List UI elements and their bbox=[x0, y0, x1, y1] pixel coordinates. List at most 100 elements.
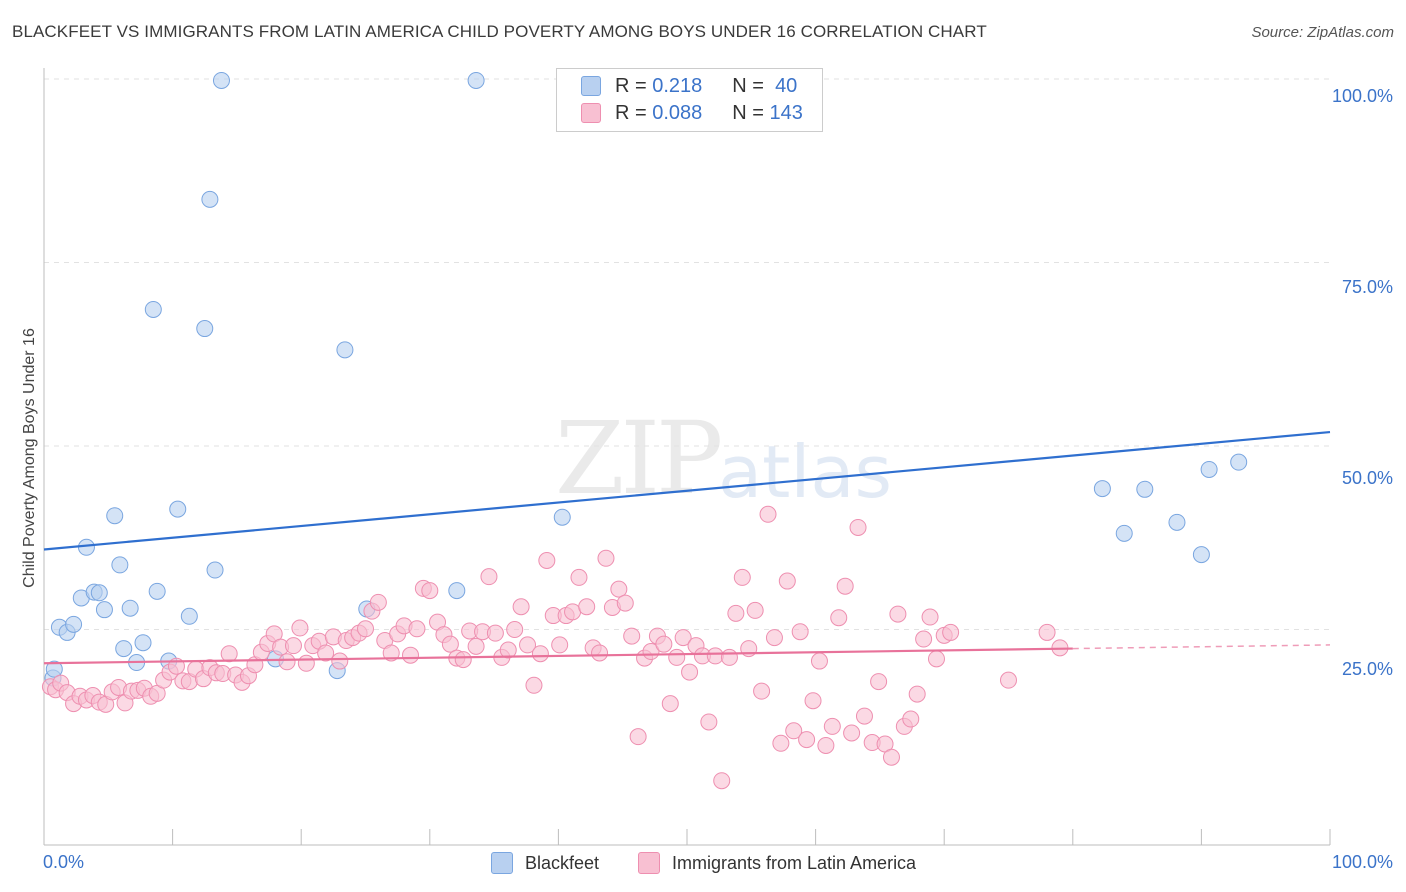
immigrants-point bbox=[927, 650, 945, 668]
blackfeet-point bbox=[148, 582, 166, 600]
immigrants-point bbox=[942, 623, 960, 641]
immigrants-point bbox=[408, 620, 426, 638]
blackfeet-point bbox=[196, 320, 214, 338]
immigrants-point bbox=[486, 624, 504, 642]
immigrants-point bbox=[791, 623, 809, 641]
immigrants-point bbox=[538, 552, 556, 570]
immigrants-point bbox=[578, 598, 596, 616]
blackfeet-point bbox=[212, 71, 230, 89]
legend-row-immigrants: R = 0.088 N = 143 bbox=[581, 102, 803, 124]
immigrants-point bbox=[882, 748, 900, 766]
immigrants-point bbox=[908, 685, 926, 703]
legend-swatch bbox=[491, 852, 513, 874]
series-legend: Blackfeet Immigrants from Latin America bbox=[0, 852, 1406, 876]
immigrants-point bbox=[421, 582, 439, 600]
immigrants-point bbox=[855, 707, 873, 725]
immigrants-point bbox=[713, 772, 731, 790]
y-tick-label: 100.0% bbox=[1331, 86, 1393, 106]
immigrants-point bbox=[902, 710, 920, 728]
blackfeet-point bbox=[448, 582, 466, 600]
immigrants-point bbox=[629, 728, 647, 746]
chart-title: BLACKFEET VS IMMIGRANTS FROM LATIN AMERI… bbox=[12, 22, 987, 41]
immigrants-point bbox=[291, 619, 309, 637]
blackfeet-point bbox=[65, 615, 83, 633]
immigrants-point bbox=[759, 505, 777, 523]
n-label: N = bbox=[732, 101, 764, 124]
blackfeet-point bbox=[1192, 546, 1210, 564]
immigrants-point bbox=[297, 654, 315, 672]
immigrants-trend-line bbox=[43, 647, 1073, 665]
n-value: 40 bbox=[775, 74, 798, 97]
immigrants-point bbox=[700, 713, 718, 731]
blackfeet-point bbox=[121, 599, 139, 617]
immigrants-point bbox=[1000, 671, 1017, 689]
immigrants-point bbox=[706, 647, 724, 665]
legend-row-blackfeet: R = 0.218 N = 40 bbox=[581, 75, 797, 97]
blackfeet-point bbox=[206, 561, 224, 579]
immigrants-point bbox=[668, 648, 686, 666]
immigrants-point bbox=[382, 644, 400, 662]
immigrants-point bbox=[220, 645, 238, 663]
y-tick-label: 75.0% bbox=[1341, 277, 1393, 297]
immigrants-point bbox=[357, 620, 374, 638]
x-tick-label-min: 0.0% bbox=[43, 852, 85, 872]
immigrants-point bbox=[765, 629, 783, 647]
watermark-atlas: atlas bbox=[718, 430, 892, 514]
immigrants-point bbox=[506, 621, 524, 638]
immigrants-point bbox=[467, 637, 485, 655]
immigrants-point bbox=[499, 641, 517, 659]
immigrants-point bbox=[746, 601, 764, 619]
immigrants-point bbox=[915, 630, 933, 648]
blackfeet-point bbox=[134, 634, 152, 652]
immigrants-point bbox=[753, 682, 771, 700]
immigrants-point bbox=[655, 635, 673, 653]
x-tick-label-max: 100.0% bbox=[1331, 852, 1393, 872]
immigrants-point bbox=[610, 580, 628, 598]
immigrants-trend-extension bbox=[1072, 644, 1331, 650]
immigrants-point bbox=[849, 518, 867, 536]
immigrants-point bbox=[525, 676, 543, 694]
immigrants-point bbox=[454, 651, 472, 669]
blackfeet-point bbox=[169, 500, 187, 518]
blackfeet-point bbox=[77, 538, 95, 556]
blackfeet-trend-line bbox=[43, 430, 1331, 551]
blackfeet-point bbox=[95, 601, 113, 619]
immigrants-point bbox=[733, 568, 751, 586]
immigrants-point bbox=[810, 652, 828, 670]
immigrants-point bbox=[836, 577, 854, 595]
immigrants-point bbox=[616, 594, 634, 612]
immigrants-point bbox=[402, 646, 420, 664]
immigrants-point bbox=[570, 568, 588, 586]
immigrants-point bbox=[480, 568, 498, 586]
immigrants-point bbox=[661, 695, 679, 713]
immigrants-point bbox=[804, 692, 822, 710]
legend-swatch bbox=[638, 852, 660, 874]
immigrants-point bbox=[1038, 623, 1056, 641]
blackfeet-point bbox=[111, 556, 129, 574]
blackfeet-point bbox=[90, 584, 108, 602]
immigrants-point bbox=[284, 637, 302, 655]
legend-swatch bbox=[581, 76, 601, 96]
immigrants-point bbox=[817, 736, 835, 754]
immigrants-point bbox=[441, 635, 459, 653]
blackfeet-point bbox=[180, 607, 198, 625]
r-label: R = bbox=[615, 101, 647, 124]
source-label: Source: ZipAtlas.com bbox=[1251, 24, 1394, 41]
immigrants-point bbox=[720, 648, 738, 666]
immigrants-point bbox=[369, 593, 387, 611]
blackfeet-point bbox=[115, 640, 133, 658]
y-tick-label: 25.0% bbox=[1341, 659, 1393, 679]
legend-label: Blackfeet bbox=[525, 852, 600, 873]
n-value: 143 bbox=[769, 101, 803, 124]
legend-label: Immigrants from Latin America bbox=[672, 852, 917, 873]
correlation-legend: R = 0.218 N = 40 R = 0.088 N = 143 bbox=[556, 68, 823, 132]
blackfeet-point bbox=[106, 507, 124, 525]
watermark-zip: ZIP bbox=[555, 400, 723, 517]
y-tick-label: 50.0% bbox=[1341, 468, 1393, 488]
immigrants-point bbox=[278, 653, 296, 671]
immigrants-point bbox=[674, 629, 692, 647]
r-label: R = bbox=[615, 74, 647, 97]
legend-swatch bbox=[581, 103, 601, 123]
immigrants-point bbox=[623, 627, 641, 645]
